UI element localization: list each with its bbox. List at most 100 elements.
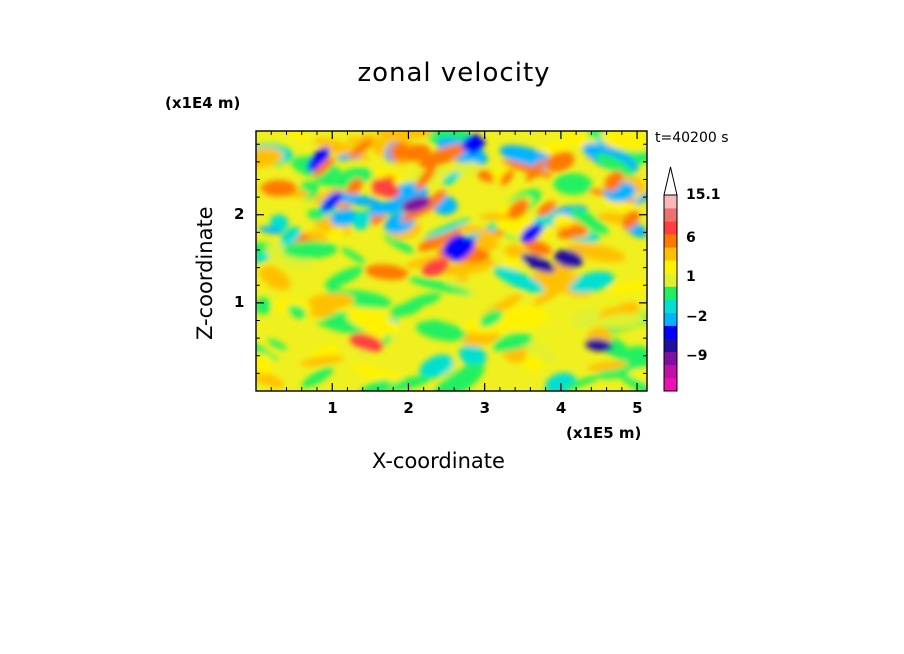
colorbar-label: 1 — [686, 269, 696, 286]
x-tick-label: 5 — [632, 399, 643, 417]
x-tick-label: 2 — [403, 399, 414, 417]
contour-patch — [258, 226, 284, 234]
wave-streak — [351, 210, 372, 230]
contour-patch — [415, 320, 467, 342]
wave-streak — [348, 138, 373, 159]
contour-patch — [341, 247, 366, 264]
contour-patch — [533, 273, 580, 306]
colorbar-swatch — [664, 286, 677, 300]
y-axis-unit: (x1E4 m) — [165, 94, 241, 112]
contour-feature — [349, 333, 384, 352]
wave-streak — [281, 226, 301, 244]
colorbar-swatch — [664, 299, 677, 313]
contour-patch — [544, 151, 575, 172]
colorbar-swatch — [664, 273, 677, 287]
contour-patch — [595, 313, 646, 328]
colorbar-swatch — [664, 195, 677, 209]
y-tick-label: 1 — [234, 292, 245, 311]
wave-streak — [604, 170, 624, 192]
contour-patch — [307, 293, 355, 310]
wave-streak — [622, 210, 640, 230]
wave-streak — [453, 237, 473, 255]
plot-frame — [255, 130, 648, 392]
contour-patch — [496, 306, 550, 328]
contour-patch — [523, 240, 552, 256]
contour-patch — [267, 338, 288, 350]
contour-feature — [261, 180, 297, 197]
colorbar-swatch — [664, 208, 677, 222]
contour-patch — [458, 344, 487, 367]
colorbar-swatch — [664, 260, 677, 274]
x-tick-label: 1 — [327, 399, 338, 417]
contour-patch — [562, 374, 603, 391]
colorbar-swatch — [664, 312, 677, 326]
colorbar-swatch — [664, 234, 677, 248]
contour-patch — [586, 131, 604, 139]
contour-patch — [418, 226, 463, 252]
contour-patch — [256, 364, 285, 388]
contour-feature — [421, 258, 449, 277]
contour-feature — [553, 249, 584, 268]
contour-patch — [493, 266, 544, 294]
contour-patch — [595, 153, 635, 177]
contour-patch — [286, 131, 310, 142]
contour-patch — [324, 266, 364, 289]
colorbar-swatch — [664, 377, 677, 392]
colorbar — [663, 166, 678, 392]
contour-patch — [419, 354, 454, 379]
wave-streak — [526, 159, 545, 182]
contour-patch — [256, 340, 278, 362]
x-tick-label: 4 — [555, 399, 567, 417]
contour-patch — [259, 265, 291, 291]
contour-patch — [633, 192, 647, 205]
colorbar-swatch — [664, 325, 677, 340]
contour-patch — [256, 297, 272, 315]
contour-patch — [336, 167, 374, 186]
colorbar-swatch — [664, 221, 677, 235]
y-tick-label: 2 — [234, 204, 245, 223]
contour-field — [256, 131, 647, 391]
contour-patch — [618, 373, 647, 391]
contour-patch — [352, 365, 404, 384]
wave-streak — [321, 191, 343, 212]
contour-feature — [371, 178, 400, 198]
contour-feature — [401, 144, 431, 162]
contour-patch — [624, 345, 647, 361]
wave-streak — [307, 147, 330, 172]
contour-patch — [567, 242, 626, 263]
contour-patch — [568, 271, 615, 293]
contour-patch — [479, 309, 503, 328]
contour-patch — [313, 177, 358, 189]
plot-area — [256, 131, 647, 391]
wave-streak — [500, 169, 515, 186]
colorbar-swatch — [664, 364, 677, 379]
x-axis-label: X-coordinate — [372, 449, 505, 473]
contour-patch — [384, 234, 415, 254]
contour-patch — [504, 244, 525, 258]
contour-patch — [492, 333, 533, 352]
contour-feature — [557, 225, 588, 239]
contour-patch — [600, 131, 647, 152]
wave-streak — [312, 157, 336, 178]
wave-streak — [469, 139, 486, 155]
contour-patch — [553, 173, 593, 195]
contour-patch — [405, 293, 442, 308]
y-axis-label: Z-coordinate — [193, 206, 217, 340]
time-label: t=40200 s — [655, 130, 729, 146]
contour-patch — [405, 256, 443, 269]
contour-patch — [265, 244, 314, 270]
wave-streak — [415, 165, 436, 191]
contour-patch — [586, 360, 628, 372]
colorbar-swatch — [664, 247, 677, 261]
contour-patch — [440, 258, 496, 276]
contour-patch — [282, 241, 338, 259]
wave-streak — [537, 201, 556, 217]
contour-patch — [477, 170, 496, 183]
contour-feature — [401, 196, 431, 213]
contour-patch — [387, 375, 431, 391]
colorbar-swatch — [664, 338, 677, 353]
colorbar-label: −9 — [686, 347, 708, 364]
contour-patch — [300, 355, 344, 367]
wave-streak — [442, 171, 460, 186]
contour-patch — [305, 230, 329, 242]
